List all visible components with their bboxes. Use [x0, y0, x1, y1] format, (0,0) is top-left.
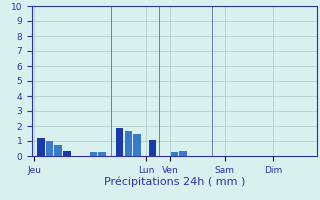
Bar: [116, 128, 124, 156]
Bar: [46, 141, 53, 156]
Bar: [171, 152, 178, 156]
Bar: [37, 138, 44, 156]
Bar: [133, 134, 141, 156]
Bar: [90, 152, 97, 156]
Bar: [149, 140, 156, 156]
Bar: [98, 152, 106, 156]
Bar: [54, 145, 62, 156]
X-axis label: Précipitations 24h ( mm ): Précipitations 24h ( mm ): [104, 176, 245, 187]
Bar: [63, 151, 71, 156]
Bar: [124, 131, 132, 156]
Bar: [179, 151, 187, 156]
